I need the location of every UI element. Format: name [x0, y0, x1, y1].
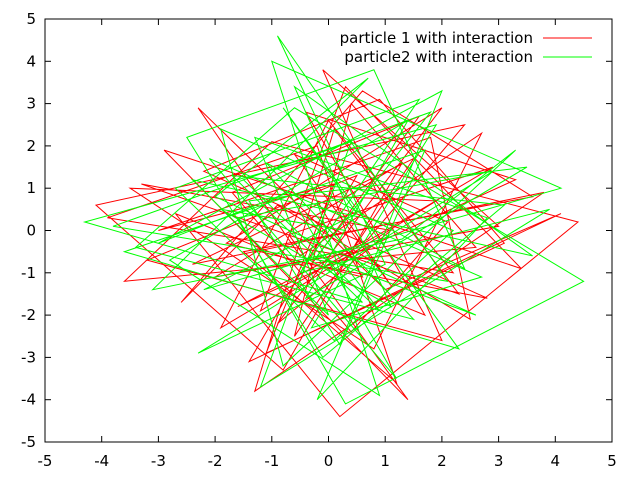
- axes-layer: -5 -4 -3 -2 -1 0 1 2 3 4 5 -5 -4 -3 -2 -1 0 1 2 3 4 5: [21, 10, 617, 470]
- y-tick-label: -1: [21, 264, 36, 282]
- y-tick-label: -2: [21, 306, 36, 324]
- y-tick-label: 4: [26, 52, 36, 70]
- y-tick-label: -3: [21, 348, 36, 366]
- x-tick-label: 5: [607, 452, 617, 470]
- y-tick-label: 2: [26, 137, 36, 155]
- x-tick-label: 0: [324, 452, 334, 470]
- y-tick-label: 5: [26, 10, 36, 28]
- x-tick-label: -1: [264, 452, 279, 470]
- x-tick-label: -4: [94, 452, 109, 470]
- y-tick-label: 0: [26, 222, 36, 240]
- series-layer: [82, 35, 585, 418]
- x-tick-label: 1: [380, 452, 390, 470]
- x-tick-label: 3: [494, 452, 504, 470]
- legend-label-1: particle 1 with interaction: [340, 29, 533, 47]
- series-line-2: [82, 35, 585, 405]
- series-line-1: [94, 69, 580, 418]
- x-tick-label: -2: [208, 452, 223, 470]
- y-tick-label: -4: [21, 391, 36, 409]
- x-tick-label: 4: [551, 452, 561, 470]
- y-tick-label: 3: [26, 95, 36, 113]
- x-tick-label: 2: [437, 452, 447, 470]
- y-tick-label: -5: [21, 433, 36, 451]
- legend-label-2: particle2 with interaction: [344, 48, 533, 66]
- y-tick-label: 1: [26, 179, 36, 197]
- x-tick-label: -3: [151, 452, 166, 470]
- x-tick-label: -5: [38, 452, 53, 470]
- legend-background: [322, 27, 604, 67]
